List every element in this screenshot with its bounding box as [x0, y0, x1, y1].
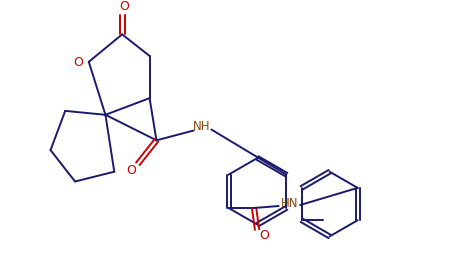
Text: O: O — [259, 229, 269, 242]
Text: NH: NH — [193, 120, 210, 133]
Text: HN: HN — [281, 197, 298, 209]
Text: O: O — [126, 164, 136, 177]
Text: O: O — [119, 1, 129, 13]
Text: O: O — [73, 56, 83, 69]
